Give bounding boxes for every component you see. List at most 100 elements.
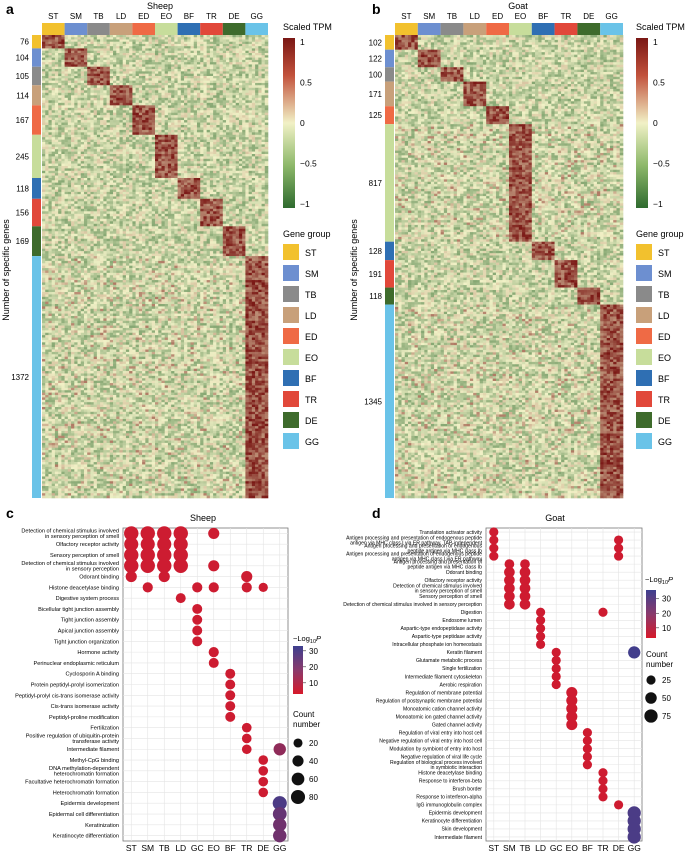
heatmap-cell — [236, 142, 240, 145]
heatmap-cell — [168, 85, 172, 88]
heatmap-cell — [200, 125, 204, 128]
heatmap-cell — [142, 42, 146, 45]
heatmap-cell — [129, 51, 133, 54]
heatmap-cell — [255, 88, 259, 91]
heatmap-cell — [52, 67, 56, 70]
heatmap-cell — [161, 185, 165, 188]
heatmap-cell — [55, 90, 59, 93]
heatmap-cell — [87, 185, 91, 188]
heatmap-cell — [191, 83, 195, 86]
heatmap-cell — [100, 95, 104, 98]
heatmap-cell — [149, 42, 153, 45]
heatmap-cell — [55, 187, 59, 190]
heatmap-cell — [71, 93, 75, 96]
heatmap-cell — [110, 44, 114, 47]
heatmap-cell — [132, 156, 136, 159]
heatmap-cell — [100, 78, 104, 81]
heatmap-cell — [197, 118, 201, 121]
heatmap-cell — [113, 74, 117, 77]
heatmap-cell — [129, 48, 133, 51]
heatmap-cell — [181, 100, 185, 103]
heatmap-cell — [132, 149, 136, 152]
heatmap-cell — [216, 178, 220, 181]
heatmap-cell — [61, 51, 65, 54]
heatmap-cell — [174, 142, 178, 145]
heatmap-cell — [52, 42, 56, 45]
heatmap-cell — [200, 44, 204, 47]
heatmap-cell — [236, 125, 240, 128]
heatmap-cell — [213, 51, 217, 54]
heatmap-cell — [136, 161, 140, 164]
heatmap-cell — [52, 81, 56, 84]
heatmap-cell — [55, 98, 59, 101]
heatmap-cell — [74, 144, 78, 147]
column-header-tr — [200, 23, 223, 35]
heatmap-cell — [139, 137, 143, 140]
heatmap-cell — [181, 105, 185, 108]
heatmap-cell — [203, 110, 207, 113]
heatmap-cell — [58, 130, 62, 133]
heatmap-cell — [81, 152, 85, 155]
heatmap-cell — [232, 142, 236, 145]
heatmap-cell — [65, 93, 69, 96]
heatmap-cell — [174, 90, 178, 93]
heatmap-cell — [158, 100, 162, 103]
heatmap-cell — [58, 55, 62, 58]
heatmap-cell — [71, 123, 75, 126]
heatmap-cell — [232, 152, 236, 155]
heatmap-cell — [126, 115, 130, 118]
heatmap-cell — [184, 46, 188, 49]
heatmap-cell — [220, 120, 224, 123]
heatmap-cell — [181, 60, 185, 63]
heatmap-cell — [194, 105, 198, 108]
heatmap-cell — [207, 37, 211, 40]
heatmap-cell — [187, 95, 191, 98]
heatmap-cell — [149, 103, 153, 106]
heatmap-cell — [116, 81, 120, 84]
heatmap-cell — [52, 62, 56, 65]
heatmap-cell — [61, 164, 65, 167]
heatmap-cell — [200, 140, 204, 143]
heatmap-cell — [94, 125, 98, 128]
heatmap-cell — [223, 85, 227, 88]
heatmap-cell — [239, 159, 243, 162]
heatmap-cell — [255, 137, 259, 140]
heatmap-cell — [42, 125, 46, 128]
heatmap-cell — [191, 93, 195, 96]
heatmap-cell — [65, 46, 69, 49]
heatmap-cell — [100, 142, 104, 145]
heatmap-cell — [252, 51, 256, 54]
heatmap-cell — [58, 137, 62, 140]
heatmap-cell — [71, 53, 75, 56]
heatmap-cell — [223, 60, 227, 63]
heatmap-cell — [103, 127, 107, 130]
heatmap-cell — [207, 88, 211, 91]
heatmap-cell — [178, 142, 182, 145]
heatmap-cell — [71, 140, 75, 143]
heatmap-cell — [152, 62, 156, 65]
heatmap-cell — [126, 35, 130, 38]
heatmap-cell — [71, 76, 75, 79]
row-group-count-de: 169 — [16, 237, 30, 246]
heatmap-cell — [68, 120, 72, 123]
heatmap-cell — [252, 103, 256, 106]
heatmap-cell — [216, 100, 220, 103]
heatmap-cell — [113, 39, 117, 42]
heatmap-cell — [210, 164, 214, 167]
heatmap-cell — [142, 51, 146, 54]
heatmap-cell — [255, 185, 259, 188]
heatmap-cell — [158, 35, 162, 38]
heatmap-cell — [191, 149, 195, 152]
heatmap-cell — [245, 168, 249, 171]
heatmap-cell — [90, 135, 94, 138]
heatmap-cell — [61, 127, 65, 130]
heatmap-cell — [236, 105, 240, 108]
heatmap-cell — [58, 140, 62, 143]
heatmap-cell — [229, 60, 233, 63]
heatmap-cell — [216, 51, 220, 54]
heatmap-cell — [123, 132, 127, 135]
heatmap-cell — [187, 35, 191, 38]
heatmap-cell — [129, 98, 133, 101]
heatmap-cell — [90, 190, 94, 193]
heatmap-cell — [232, 183, 236, 186]
